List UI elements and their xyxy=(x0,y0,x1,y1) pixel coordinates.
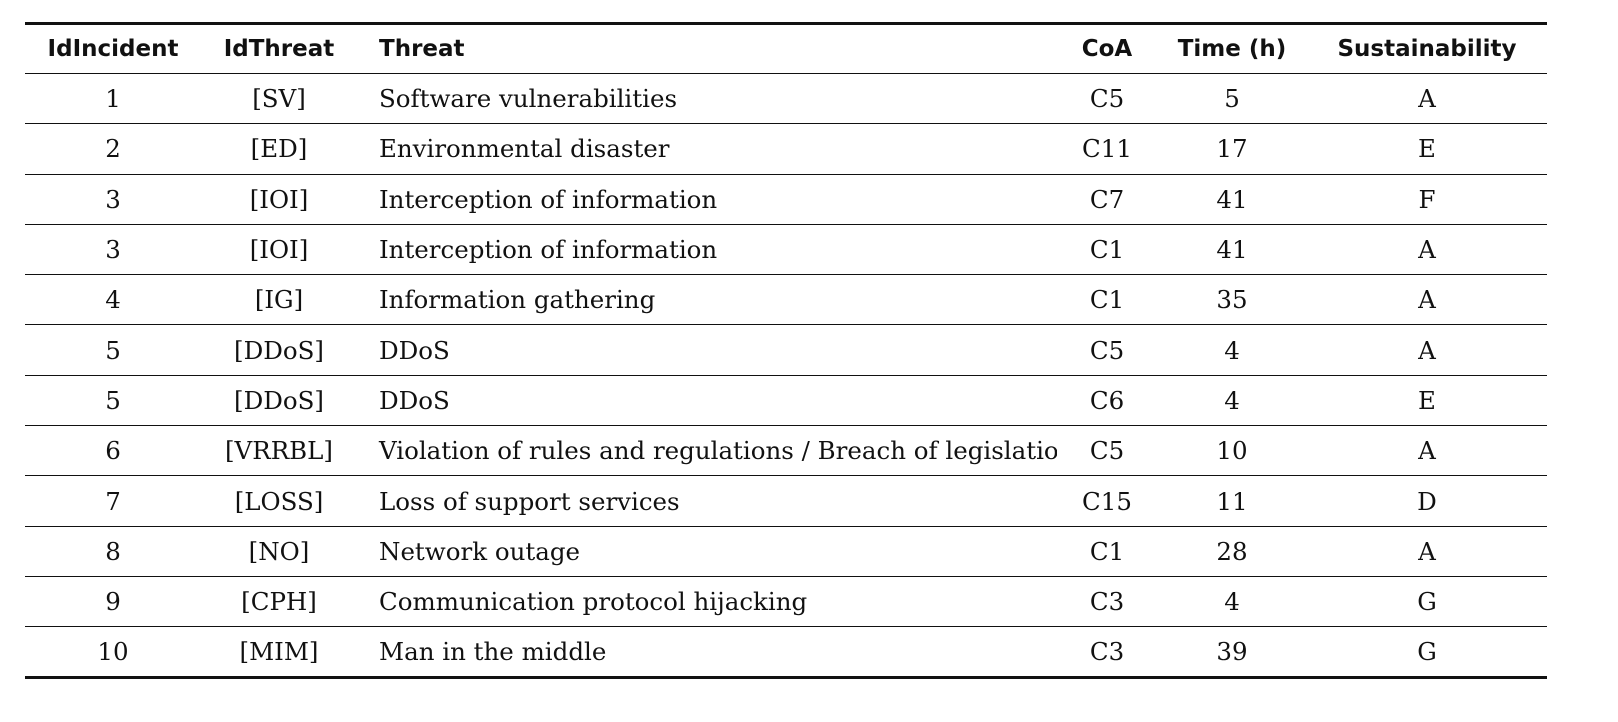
cell-threat: Environmental disaster xyxy=(357,123,1057,175)
cell-sustainability: E xyxy=(1307,123,1547,175)
cell-time: 4 xyxy=(1157,576,1307,628)
cell-coa: C5 xyxy=(1057,425,1157,477)
cell-idthreat: [IOI] xyxy=(201,224,357,276)
incident-threat-table: IdIncident IdThreat Threat CoA Time (h) … xyxy=(25,22,1547,679)
cell-idthreat: [DDoS] xyxy=(201,324,357,376)
cell-idincident: 1 xyxy=(25,73,201,125)
cell-idincident: 3 xyxy=(25,174,201,225)
cell-threat: Loss of support services xyxy=(357,475,1057,527)
cell-sustainability: E xyxy=(1307,375,1547,427)
table-row: 6 [VRRBL] Violation of rules and regulat… xyxy=(25,425,1547,477)
cell-idthreat: [IOI] xyxy=(201,174,357,225)
cell-idincident: 8 xyxy=(25,526,201,577)
cell-sustainability: A xyxy=(1307,274,1547,326)
cell-coa: C7 xyxy=(1057,174,1157,225)
cell-sustainability: F xyxy=(1307,174,1547,225)
cell-sustainability: D xyxy=(1307,475,1547,527)
cell-coa: C3 xyxy=(1057,576,1157,628)
cell-threat: Violation of rules and regulations / Bre… xyxy=(357,425,1057,477)
cell-time: 17 xyxy=(1157,123,1307,175)
cell-sustainability: A xyxy=(1307,425,1547,477)
cell-idincident: 3 xyxy=(25,224,201,276)
cell-idthreat: [IG] xyxy=(201,274,357,326)
cell-coa: C5 xyxy=(1057,73,1157,125)
cell-coa: C11 xyxy=(1057,123,1157,175)
cell-coa: C1 xyxy=(1057,274,1157,326)
cell-idthreat: [MIM] xyxy=(201,626,357,679)
cell-time: 39 xyxy=(1157,626,1307,679)
table-row: 5 [DDoS] DDoS C5 4 A xyxy=(25,324,1547,376)
cell-sustainability: A xyxy=(1307,526,1547,577)
cell-idthreat: [DDoS] xyxy=(201,375,357,427)
cell-sustainability: A xyxy=(1307,73,1547,125)
incident-table-container: IdIncident IdThreat Threat CoA Time (h) … xyxy=(25,22,1547,679)
table-row: 10 [MIM] Man in the middle C3 39 G xyxy=(25,626,1547,679)
cell-time: 10 xyxy=(1157,425,1307,477)
header-coa: CoA xyxy=(1057,22,1157,74)
cell-idincident: 5 xyxy=(25,375,201,427)
table-row: 4 [IG] Information gathering C1 35 A xyxy=(25,274,1547,326)
cell-threat: Network outage xyxy=(357,526,1057,577)
table-row: 5 [DDoS] DDoS C6 4 E xyxy=(25,375,1547,427)
cell-coa: C1 xyxy=(1057,526,1157,577)
header-threat: Threat xyxy=(357,22,1057,74)
header-idthreat: IdThreat xyxy=(201,22,357,74)
cell-time: 28 xyxy=(1157,526,1307,577)
cell-time: 4 xyxy=(1157,375,1307,427)
cell-threat: Information gathering xyxy=(357,274,1057,326)
cell-time: 4 xyxy=(1157,324,1307,376)
table-row: 7 [LOSS] Loss of support services C15 11… xyxy=(25,475,1547,527)
table-row: 2 [ED] Environmental disaster C11 17 E xyxy=(25,123,1547,175)
cell-time: 41 xyxy=(1157,174,1307,225)
table-header: IdIncident IdThreat Threat CoA Time (h) … xyxy=(25,22,1547,74)
cell-coa: C15 xyxy=(1057,475,1157,527)
header-sustainability: Sustainability xyxy=(1307,22,1547,74)
table-row: 9 [CPH] Communication protocol hijacking… xyxy=(25,576,1547,628)
cell-threat: Interception of information xyxy=(357,224,1057,276)
table-body: 1 [SV] Software vulnerabilities C5 5 A 2… xyxy=(25,73,1547,679)
cell-idincident: 5 xyxy=(25,324,201,376)
header-idincident: IdIncident xyxy=(25,22,201,74)
cell-idthreat: [ED] xyxy=(201,123,357,175)
cell-time: 5 xyxy=(1157,73,1307,125)
table-row: 1 [SV] Software vulnerabilities C5 5 A xyxy=(25,73,1547,125)
cell-idincident: 7 xyxy=(25,475,201,527)
cell-idthreat: [VRRBL] xyxy=(201,425,357,477)
table-row: 8 [NO] Network outage C1 28 A xyxy=(25,526,1547,577)
table-row: 3 [IOI] Interception of information C7 4… xyxy=(25,174,1547,225)
cell-sustainability: A xyxy=(1307,224,1547,276)
cell-idthreat: [LOSS] xyxy=(201,475,357,527)
cell-idincident: 2 xyxy=(25,123,201,175)
cell-coa: C6 xyxy=(1057,375,1157,427)
cell-threat: DDoS xyxy=(357,375,1057,427)
header-time: Time (h) xyxy=(1157,22,1307,74)
cell-threat: Interception of information xyxy=(357,174,1057,225)
cell-idthreat: [CPH] xyxy=(201,576,357,628)
cell-threat: Software vulnerabilities xyxy=(357,73,1057,125)
cell-idthreat: [SV] xyxy=(201,73,357,125)
cell-threat: Communication protocol hijacking xyxy=(357,576,1057,628)
cell-idincident: 4 xyxy=(25,274,201,326)
cell-threat: DDoS xyxy=(357,324,1057,376)
cell-coa: C5 xyxy=(1057,324,1157,376)
cell-idthreat: [NO] xyxy=(201,526,357,577)
table-row: 3 [IOI] Interception of information C1 4… xyxy=(25,224,1547,276)
cell-threat: Man in the middle xyxy=(357,626,1057,679)
cell-time: 35 xyxy=(1157,274,1307,326)
cell-idincident: 6 xyxy=(25,425,201,477)
cell-sustainability: G xyxy=(1307,626,1547,679)
cell-coa: C1 xyxy=(1057,224,1157,276)
cell-time: 11 xyxy=(1157,475,1307,527)
header-row: IdIncident IdThreat Threat CoA Time (h) … xyxy=(25,22,1547,74)
cell-coa: C3 xyxy=(1057,626,1157,679)
cell-sustainability: G xyxy=(1307,576,1547,628)
cell-sustainability: A xyxy=(1307,324,1547,376)
cell-idincident: 9 xyxy=(25,576,201,628)
cell-idincident: 10 xyxy=(25,626,201,679)
cell-time: 41 xyxy=(1157,224,1307,276)
